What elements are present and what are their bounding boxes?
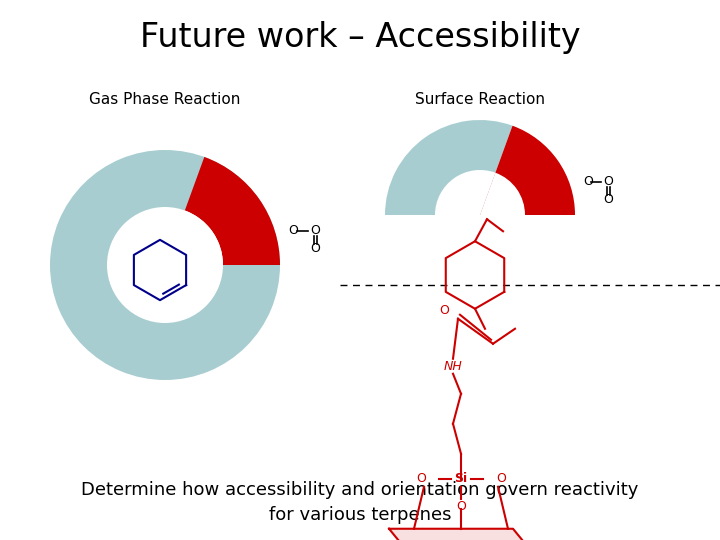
Wedge shape [435,170,495,215]
Wedge shape [50,150,280,380]
Text: O: O [416,472,426,485]
Text: O: O [496,472,506,485]
Polygon shape [389,529,531,540]
Text: Si: Si [454,472,467,485]
Text: O: O [288,224,298,237]
Wedge shape [385,120,513,215]
Text: NH: NH [444,360,462,373]
Wedge shape [107,207,223,323]
Text: O: O [603,193,613,206]
Text: O: O [603,176,613,188]
Wedge shape [480,173,525,215]
Text: Determine how accessibility and orientation govern reactivity: Determine how accessibility and orientat… [81,481,639,499]
Text: O: O [310,242,320,255]
Text: for various terpenes: for various terpenes [269,506,451,524]
Text: Gas Phase Reaction: Gas Phase Reaction [89,92,240,107]
Text: O: O [439,304,449,317]
Text: O: O [583,176,593,188]
Text: O: O [456,500,466,513]
Wedge shape [165,157,280,265]
Wedge shape [165,211,223,265]
Text: Future work – Accessibility: Future work – Accessibility [140,22,580,55]
Wedge shape [480,126,575,215]
Bar [380,285,580,385]
Text: Surface Reaction: Surface Reaction [415,92,545,107]
Text: O: O [310,224,320,237]
